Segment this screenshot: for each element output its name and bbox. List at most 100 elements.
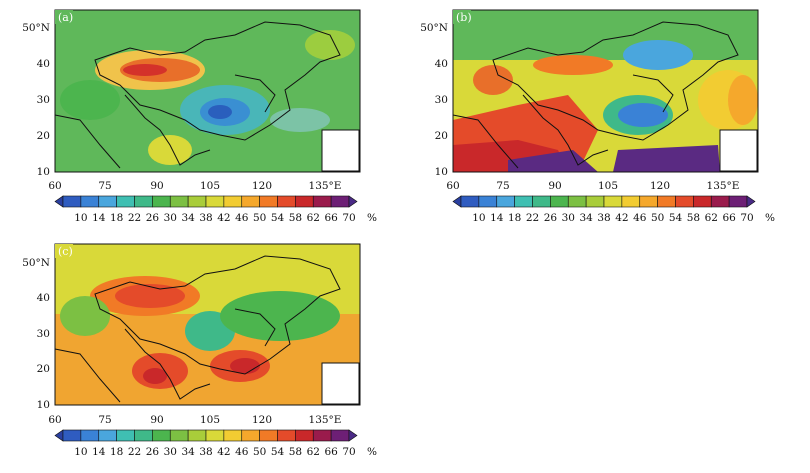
- map-b-yaxis: 50°N 40 30 20 10: [420, 22, 448, 178]
- colorbar-swatch: [312, 429, 332, 442]
- colorbar-label: 30: [164, 446, 177, 458]
- colorbar-label: 22: [526, 212, 539, 224]
- colorbar-swatch: [223, 195, 243, 208]
- colorbar-a: 10 14 18 22 26 30 34 38 42 46 50 54 58 62 66 70%: [54, 195, 377, 224]
- colorbar-unit: %: [367, 446, 377, 458]
- colorbar-label: 66: [324, 212, 338, 224]
- map-c-xaxis: 60 75 90 105 120 135°E: [48, 414, 341, 426]
- map-c: (c) 50°N 40 30 20 10 60 75 90 105 120 13…: [22, 243, 361, 426]
- colorbar-swatch: [710, 195, 730, 208]
- colorbar-swatch: [62, 195, 82, 208]
- colorbar-unit: %: [367, 212, 377, 224]
- colorbar-swatch: [295, 195, 314, 208]
- colorbar-label: 70: [740, 212, 753, 224]
- y-tick: 10: [37, 166, 50, 178]
- colorbar-swatch: [295, 429, 314, 442]
- map-c-frame: [54, 243, 361, 406]
- y-tick: 20: [37, 363, 50, 375]
- x-tick: 135°E: [309, 414, 342, 426]
- colorbar-label: 18: [508, 212, 521, 224]
- panel-a: (a) 50°N 40 30 20 10 60 75 90 105 120 13…: [0, 0, 380, 235]
- x-tick: 60: [48, 180, 61, 192]
- y-tick: 30: [435, 94, 448, 106]
- x-tick: 90: [150, 180, 163, 192]
- colorbar-label: 46: [633, 212, 647, 224]
- colorbar-swatch: [460, 195, 480, 208]
- colorbar-label: 26: [146, 446, 160, 458]
- colorbar-label: 50: [651, 212, 664, 224]
- colorbar-label: 54: [669, 212, 683, 224]
- colorbar-swatch: [259, 195, 278, 208]
- colorbar-swatch: [152, 429, 171, 442]
- colorbar-swatch: [187, 195, 207, 208]
- colorbar-swatch: [223, 429, 243, 442]
- y-tick: 20: [37, 130, 50, 142]
- colorbar-label: 46: [235, 446, 249, 458]
- y-tick: 20: [435, 130, 448, 142]
- y-tick: 10: [435, 166, 448, 178]
- x-tick: 105: [200, 414, 220, 426]
- colorbar-label: 42: [615, 212, 628, 224]
- colorbar-label: 34: [181, 446, 195, 458]
- colorbar-label: 38: [199, 212, 212, 224]
- y-tick: 50°N: [22, 22, 50, 34]
- colorbar-swatch: [728, 195, 748, 208]
- colorbar-label: 62: [307, 446, 320, 458]
- x-tick: 135°E: [707, 180, 740, 192]
- colorbar-end-high: [746, 195, 756, 208]
- colorbar-swatch: [98, 195, 117, 208]
- colorbar-label: 38: [597, 212, 610, 224]
- colorbar-swatch: [116, 195, 135, 208]
- map-b: (b) 50°N 40 30 20 10 60 75 90 105 120 13…: [420, 9, 759, 192]
- colorbar-label: 18: [110, 446, 123, 458]
- colorbar-swatch: [241, 195, 260, 208]
- y-tick: 50°N: [420, 22, 448, 34]
- colorbar-swatch: [603, 195, 623, 208]
- map-c-inset: [321, 362, 360, 405]
- colorbar-end-low: [452, 195, 462, 208]
- colorbar-label: 38: [199, 446, 212, 458]
- colorbar-swatch: [62, 429, 82, 442]
- colorbar-label: 34: [579, 212, 593, 224]
- colorbar-label: 50: [253, 212, 266, 224]
- colorbar-label: 34: [181, 212, 195, 224]
- x-tick: 90: [548, 180, 561, 192]
- colorbar-swatch: [567, 195, 587, 208]
- colorbar-swatch: [675, 195, 694, 208]
- colorbar-end-high: [348, 195, 358, 208]
- colorbar-swatch: [514, 195, 533, 208]
- colorbar-label: 50: [253, 446, 266, 458]
- panel-b-label: (b): [456, 11, 472, 24]
- colorbar-label: 70: [342, 212, 355, 224]
- colorbar-label: 30: [562, 212, 575, 224]
- colorbar-label: 30: [164, 212, 177, 224]
- colorbar-label: 22: [128, 212, 141, 224]
- x-tick: 105: [598, 180, 618, 192]
- colorbar-unit: %: [765, 212, 775, 224]
- colorbar-swatch: [277, 429, 296, 442]
- colorbar-c: 10 14 18 22 26 30 34 38 42 46 50 54 58 62 66 70%: [54, 429, 377, 458]
- colorbar-swatch: [478, 195, 498, 208]
- colorbar-label: 18: [110, 212, 123, 224]
- colorbar-swatch: [693, 195, 712, 208]
- colorbar-swatch: [585, 195, 605, 208]
- map-a-inset: [321, 129, 360, 172]
- y-tick: 30: [37, 328, 50, 340]
- colorbar-swatch: [80, 195, 100, 208]
- colorbar-swatch: [205, 195, 225, 208]
- map-c-yaxis: 50°N 40 30 20 10: [22, 257, 50, 411]
- x-tick: 60: [446, 180, 459, 192]
- colorbar-label: 14: [92, 212, 106, 224]
- colorbar-swatch: [80, 429, 100, 442]
- x-tick: 75: [496, 180, 509, 192]
- x-tick: 90: [150, 414, 163, 426]
- colorbar-label: 42: [217, 212, 230, 224]
- colorbar-label: 14: [92, 446, 106, 458]
- colorbar-label: 66: [324, 446, 338, 458]
- panel-a-label: (a): [58, 11, 73, 24]
- colorbar-label: 66: [722, 212, 736, 224]
- colorbar-label: 26: [544, 212, 558, 224]
- x-tick: 120: [252, 180, 272, 192]
- colorbar-swatch: [205, 429, 225, 442]
- colorbar-swatch: [134, 429, 153, 442]
